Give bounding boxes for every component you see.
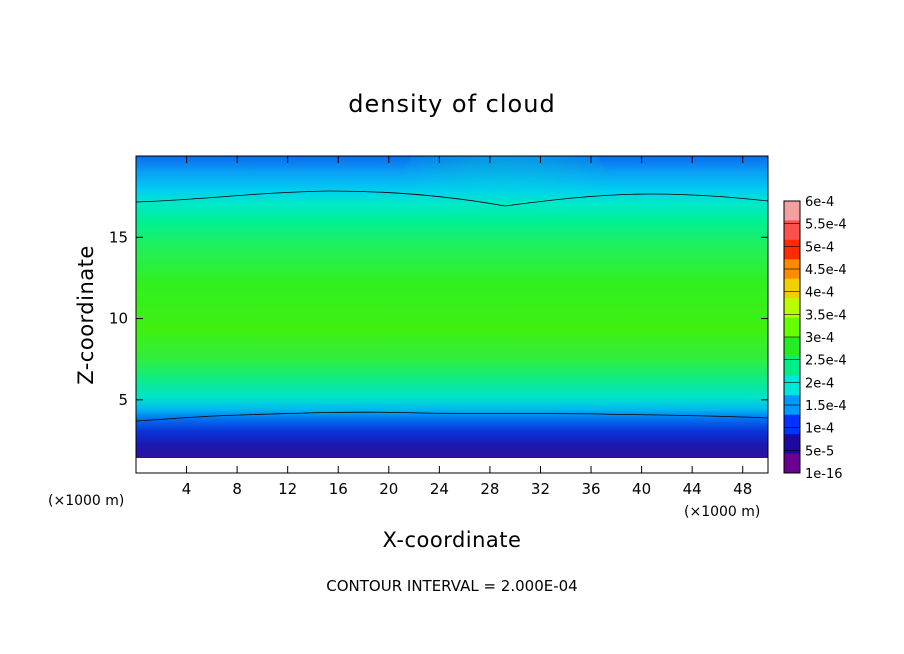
- x-tick-label: 12: [278, 480, 297, 498]
- colorbar-swatch: [784, 201, 800, 221]
- colorbar-swatch: [784, 453, 800, 474]
- x-tick-label: 16: [329, 480, 348, 498]
- chart-title: density of cloud: [348, 90, 555, 118]
- colorbar-label: 6e-4: [805, 195, 834, 210]
- contour-interval-note: CONTOUR INTERVAL = 2.000E-04: [326, 577, 577, 595]
- colorbar-label: 1.5e-4: [805, 399, 847, 414]
- colorbar-label: 2.5e-4: [805, 354, 847, 369]
- colorbar-swatch: [784, 298, 800, 319]
- contour-line-upper: [136, 190, 768, 207]
- colorbar-label: 5e-5: [805, 444, 834, 459]
- x-unit-right: (×1000 m): [684, 504, 760, 520]
- colorbar-label: 3e-4: [805, 331, 834, 346]
- x-tick-label: 48: [733, 480, 752, 498]
- colorbar-label: 1e-4: [805, 422, 834, 437]
- colorbar-swatch: [784, 337, 800, 357]
- colorbar-swatch: [784, 220, 800, 241]
- x-tick-label: 44: [683, 480, 702, 498]
- x-tick-label: 8: [232, 480, 242, 498]
- contour-line-lower: [136, 411, 768, 422]
- colorbar-label: 2e-4: [805, 376, 834, 391]
- colorbar-label: 5.5e-4: [805, 218, 847, 233]
- plot-area: [136, 156, 768, 473]
- colorbar-swatch: [784, 317, 800, 338]
- x-tick-label: 32: [531, 480, 550, 498]
- colorbar-label: 3.5e-4: [805, 308, 847, 323]
- colorbar-label: 5e-4: [805, 240, 834, 255]
- colorbar-label: 4e-4: [805, 286, 834, 301]
- colorbar-swatch: [784, 239, 800, 260]
- y-tick-label: 15: [109, 228, 128, 246]
- plot-frame: [135, 155, 769, 474]
- colorbar-swatch: [784, 434, 800, 455]
- x-ticks: 4 8 12 16 20 24 28 32 36 40 44 48: [182, 156, 752, 498]
- x-tick-label: 36: [581, 480, 600, 498]
- colorbar: 6e-4 5.5e-4 5e-4 4.5e-4 4e-4 3.5e-4 3e-4 2.5e-4…: [783, 195, 847, 482]
- x-tick-label: 4: [182, 480, 192, 498]
- x-unit-left: (×1000 m): [48, 493, 124, 509]
- x-tick-label: 20: [379, 480, 398, 498]
- density-dip: [395, 156, 615, 310]
- ground-strip: [136, 458, 768, 473]
- y-ticks: 5 10 15: [109, 228, 768, 409]
- y-axis-label: Z-coordinate: [74, 245, 98, 385]
- y-tick-label: 10: [109, 310, 128, 328]
- colorbar-swatch: [784, 414, 800, 435]
- x-tick-label: 24: [430, 480, 449, 498]
- colorbar-swatch: [784, 375, 800, 396]
- colorbar-label: 1e-16: [805, 467, 843, 482]
- colorbar-swatch: [784, 278, 800, 299]
- y-tick-label: 5: [118, 391, 128, 409]
- colorbar-swatch: [784, 356, 800, 377]
- x-tick-label: 28: [480, 480, 499, 498]
- colorbar-label: 4.5e-4: [805, 263, 847, 278]
- x-axis-label: X-coordinate: [383, 528, 522, 552]
- x-tick-label: 40: [632, 480, 651, 498]
